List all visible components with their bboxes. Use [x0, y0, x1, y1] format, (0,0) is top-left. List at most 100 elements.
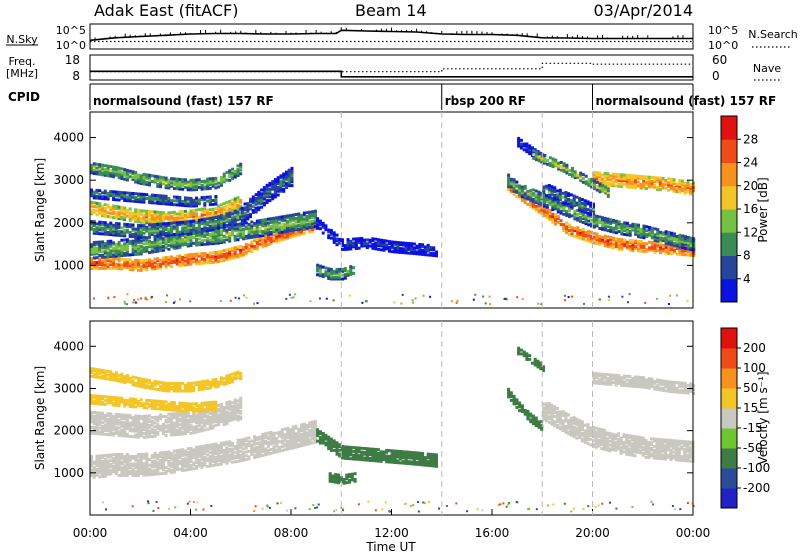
- power-cell: [545, 186, 548, 190]
- velocity-cell: [114, 472, 118, 475]
- power-cell: [669, 185, 673, 189]
- power-cell: [553, 195, 557, 199]
- power-cell: [156, 196, 160, 199]
- cpid-label: CPID: [8, 90, 40, 104]
- power-cell: [429, 251, 433, 255]
- velocity-cell: [258, 437, 262, 441]
- power-cell: [271, 181, 275, 185]
- power-cell: [92, 164, 96, 168]
- power-cell: [554, 220, 558, 224]
- power-cell: [418, 248, 422, 252]
- velocity-cell: [98, 467, 102, 471]
- power-cell: [208, 226, 212, 230]
- power-cell: [578, 216, 582, 219]
- power-cell: [156, 238, 160, 242]
- power-cell: [343, 274, 347, 278]
- power-cell: [117, 248, 121, 252]
- power-cell: [145, 213, 149, 217]
- power-cell: [265, 185, 269, 189]
- power-cell: [128, 211, 132, 215]
- power-cell: [302, 223, 306, 227]
- power-cell: [189, 262, 193, 266]
- power-cell: [664, 230, 668, 234]
- power-cell: [289, 214, 292, 217]
- power-cell: [692, 246, 696, 250]
- power-cell: [117, 224, 121, 228]
- power-cell: [128, 241, 132, 245]
- power-cell: [250, 250, 254, 253]
- power-cell: [341, 244, 344, 248]
- power-cell: [275, 225, 279, 229]
- power-cell: [208, 238, 212, 242]
- velocity-cell: [297, 431, 301, 435]
- frequency-panel-frame: [89, 54, 694, 81]
- colorbar-tick-label: 16: [743, 202, 758, 216]
- power-cell: [341, 267, 344, 271]
- power-cell: [529, 200, 533, 204]
- power-cell: [567, 213, 571, 217]
- power-cell: [211, 251, 215, 255]
- power-cell: [181, 210, 185, 214]
- power-cell: [123, 177, 127, 181]
- power-cell: [543, 159, 547, 163]
- velocity-cell: [137, 473, 140, 477]
- power-cell: [184, 200, 187, 204]
- power-cell: [137, 192, 140, 196]
- power-cell: [551, 212, 555, 216]
- power-cell: [222, 249, 226, 253]
- power-cell: [103, 223, 107, 227]
- power-cell: [586, 202, 590, 206]
- power-cell: [684, 253, 687, 257]
- velocity-cell: [291, 438, 295, 442]
- power-cell: [435, 250, 438, 254]
- power-cell: [286, 216, 290, 220]
- velocity-cell: [175, 468, 179, 472]
- power-cell: [634, 241, 638, 245]
- power-cell: [117, 254, 121, 258]
- power-cell: [106, 223, 110, 227]
- velocity-cell: [131, 429, 135, 433]
- power-cell: [95, 240, 99, 244]
- noise-ytick-right-top: 10^5: [708, 24, 738, 37]
- velocity-cell: [148, 420, 151, 424]
- velocity-cell: [222, 458, 226, 462]
- power-cell: [672, 234, 676, 238]
- power-cell: [186, 196, 190, 200]
- power-cell: [656, 245, 660, 249]
- power-cell: [283, 214, 287, 218]
- power-cell: [542, 185, 546, 189]
- velocity-cell: [239, 444, 243, 448]
- power-cell: [547, 184, 551, 187]
- velocity-cell: [128, 429, 132, 433]
- velocity-cell: [192, 454, 196, 457]
- power-cell: [195, 196, 198, 200]
- power-cell: [573, 229, 577, 233]
- power-cell: [268, 187, 272, 191]
- power-cell: [410, 246, 414, 250]
- power-cell: [592, 235, 596, 239]
- power-cell: [606, 191, 610, 194]
- velocity-cell: [189, 465, 193, 469]
- power-cell: [103, 244, 107, 247]
- power-cell: [112, 243, 116, 247]
- power-cell: [664, 244, 668, 247]
- power-cell: [208, 257, 212, 261]
- velocity-cell: [239, 449, 243, 453]
- power-cell: [318, 274, 322, 278]
- velocity-cell: [280, 441, 284, 445]
- velocity-cell: [280, 439, 284, 443]
- power-cell: [214, 254, 218, 258]
- power-cell: [363, 238, 367, 242]
- power-cell: [294, 220, 298, 224]
- power-cell: [593, 181, 596, 185]
- power-cell: [103, 265, 107, 268]
- velocity-cell: [120, 434, 124, 438]
- power-cell: [658, 182, 662, 186]
- velocity-cell: [195, 449, 198, 453]
- power-cell: [217, 219, 221, 223]
- power-speckle: [393, 301, 396, 304]
- power-cell: [92, 231, 96, 235]
- power-cell: [678, 186, 682, 190]
- velocity-cell: [242, 441, 245, 445]
- colorbar-swatch: [721, 139, 737, 163]
